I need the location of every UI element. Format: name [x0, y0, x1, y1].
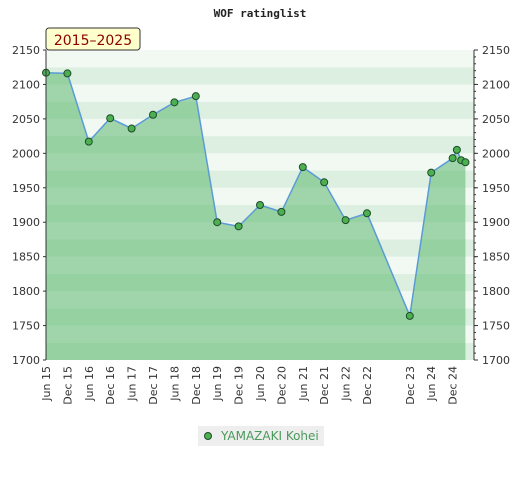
data-point[interactable] [234, 222, 243, 231]
y-tick-label-right: 2000 [482, 147, 510, 160]
y-tick-label-left: 2050 [12, 113, 40, 126]
x-tick-label: Dec 18 [190, 366, 203, 405]
data-point[interactable] [149, 110, 157, 119]
x-tick-label: Dec 16 [104, 366, 117, 405]
y-tick-label-right: 2050 [482, 113, 510, 126]
period-badge: 2015–2025 [45, 27, 141, 51]
data-point[interactable] [170, 98, 179, 107]
data-point[interactable] [363, 209, 371, 218]
y-tick-label-right: 1850 [482, 251, 510, 264]
chart-title: WOF ratinglist [214, 7, 307, 20]
y-tick-label-left: 2000 [12, 147, 40, 160]
data-point[interactable] [84, 137, 93, 146]
legend[interactable]: YAMAZAKI Kohei [198, 426, 324, 446]
grid-band [46, 67, 474, 85]
data-point[interactable] [341, 216, 350, 225]
series-area [46, 72, 466, 360]
x-tick-label: Jun 22 [340, 366, 353, 402]
y-tick-label-left: 1750 [12, 320, 40, 333]
x-tick-label: Jun 19 [211, 366, 224, 402]
x-tick-label: Jun 15 [40, 366, 53, 402]
data-point[interactable] [256, 201, 264, 209]
x-axis: Jun 15 Dec 15 Jun 16 Dec 16 Jun 17 Dec 17 Jun … [40, 366, 460, 405]
y-tick-label-right: 1700 [482, 354, 510, 367]
x-tick-label: Dec 21 [318, 366, 331, 405]
x-tick-label: Jun 18 [168, 366, 181, 402]
data-point[interactable] [452, 145, 461, 154]
data-point[interactable] [448, 154, 457, 163]
x-tick-label: Jun 16 [83, 366, 96, 402]
data-point[interactable] [427, 168, 436, 177]
legend-label: YAMAZAKI Kohei [220, 429, 319, 443]
y-tick-label-left: 1850 [12, 251, 40, 264]
y-tick-label-right: 1900 [482, 216, 510, 229]
y-tick-label-left: 1700 [12, 354, 40, 367]
x-tick-label: Dec 20 [275, 366, 288, 405]
y-tick-label-right: 1950 [482, 182, 510, 195]
x-tick-label: Jun 20 [254, 366, 267, 402]
x-tick-label: Jun 17 [126, 366, 139, 402]
data-point[interactable] [63, 69, 72, 78]
data-point[interactable] [277, 207, 286, 216]
x-tick-label: Dec 23 [404, 366, 417, 405]
grid-band [46, 50, 474, 68]
x-tick-label: Dec 24 [447, 366, 460, 405]
y-axis-left: 1700 1750 1800 1850 1900 1950 2000 2050 2100 2150 [12, 44, 46, 367]
x-tick-label: Dec 17 [147, 366, 160, 405]
y-tick-label-left: 2150 [12, 44, 40, 57]
legend-marker [204, 432, 212, 440]
y-tick-label-left: 1800 [12, 285, 40, 298]
data-point[interactable] [461, 158, 470, 167]
y-tick-label-left: 1900 [12, 216, 40, 229]
x-tick-label: Jun 24 [425, 366, 438, 402]
data-point[interactable] [320, 178, 329, 187]
x-tick-label: Jun 21 [297, 366, 310, 402]
data-point[interactable] [127, 124, 136, 133]
y-tick-label-left: 2100 [12, 78, 40, 91]
series-line [45, 71, 466, 319]
y-tick-label-left: 1950 [12, 182, 40, 195]
grid-band [46, 84, 474, 102]
data-point[interactable] [298, 163, 307, 172]
y-axis-right: 1700 1750 1800 1850 1900 1950 2000 2050 2100 2150 [474, 44, 510, 367]
x-tick-label: Dec 22 [361, 366, 374, 405]
data-point[interactable] [106, 114, 115, 123]
y-tick-label-right: 2100 [482, 78, 510, 91]
x-tick-label: Dec 19 [233, 366, 246, 405]
data-point[interactable] [191, 92, 200, 101]
data-point[interactable] [405, 311, 414, 320]
data-point[interactable] [213, 218, 222, 227]
period-badge-text: 2015–2025 [54, 33, 132, 49]
y-tick-label-right: 1800 [482, 285, 510, 298]
y-tick-label-right: 2150 [482, 44, 510, 57]
series-markers [42, 68, 470, 320]
x-tick-label: Dec 15 [61, 366, 74, 405]
y-tick-label-right: 1750 [482, 320, 510, 333]
